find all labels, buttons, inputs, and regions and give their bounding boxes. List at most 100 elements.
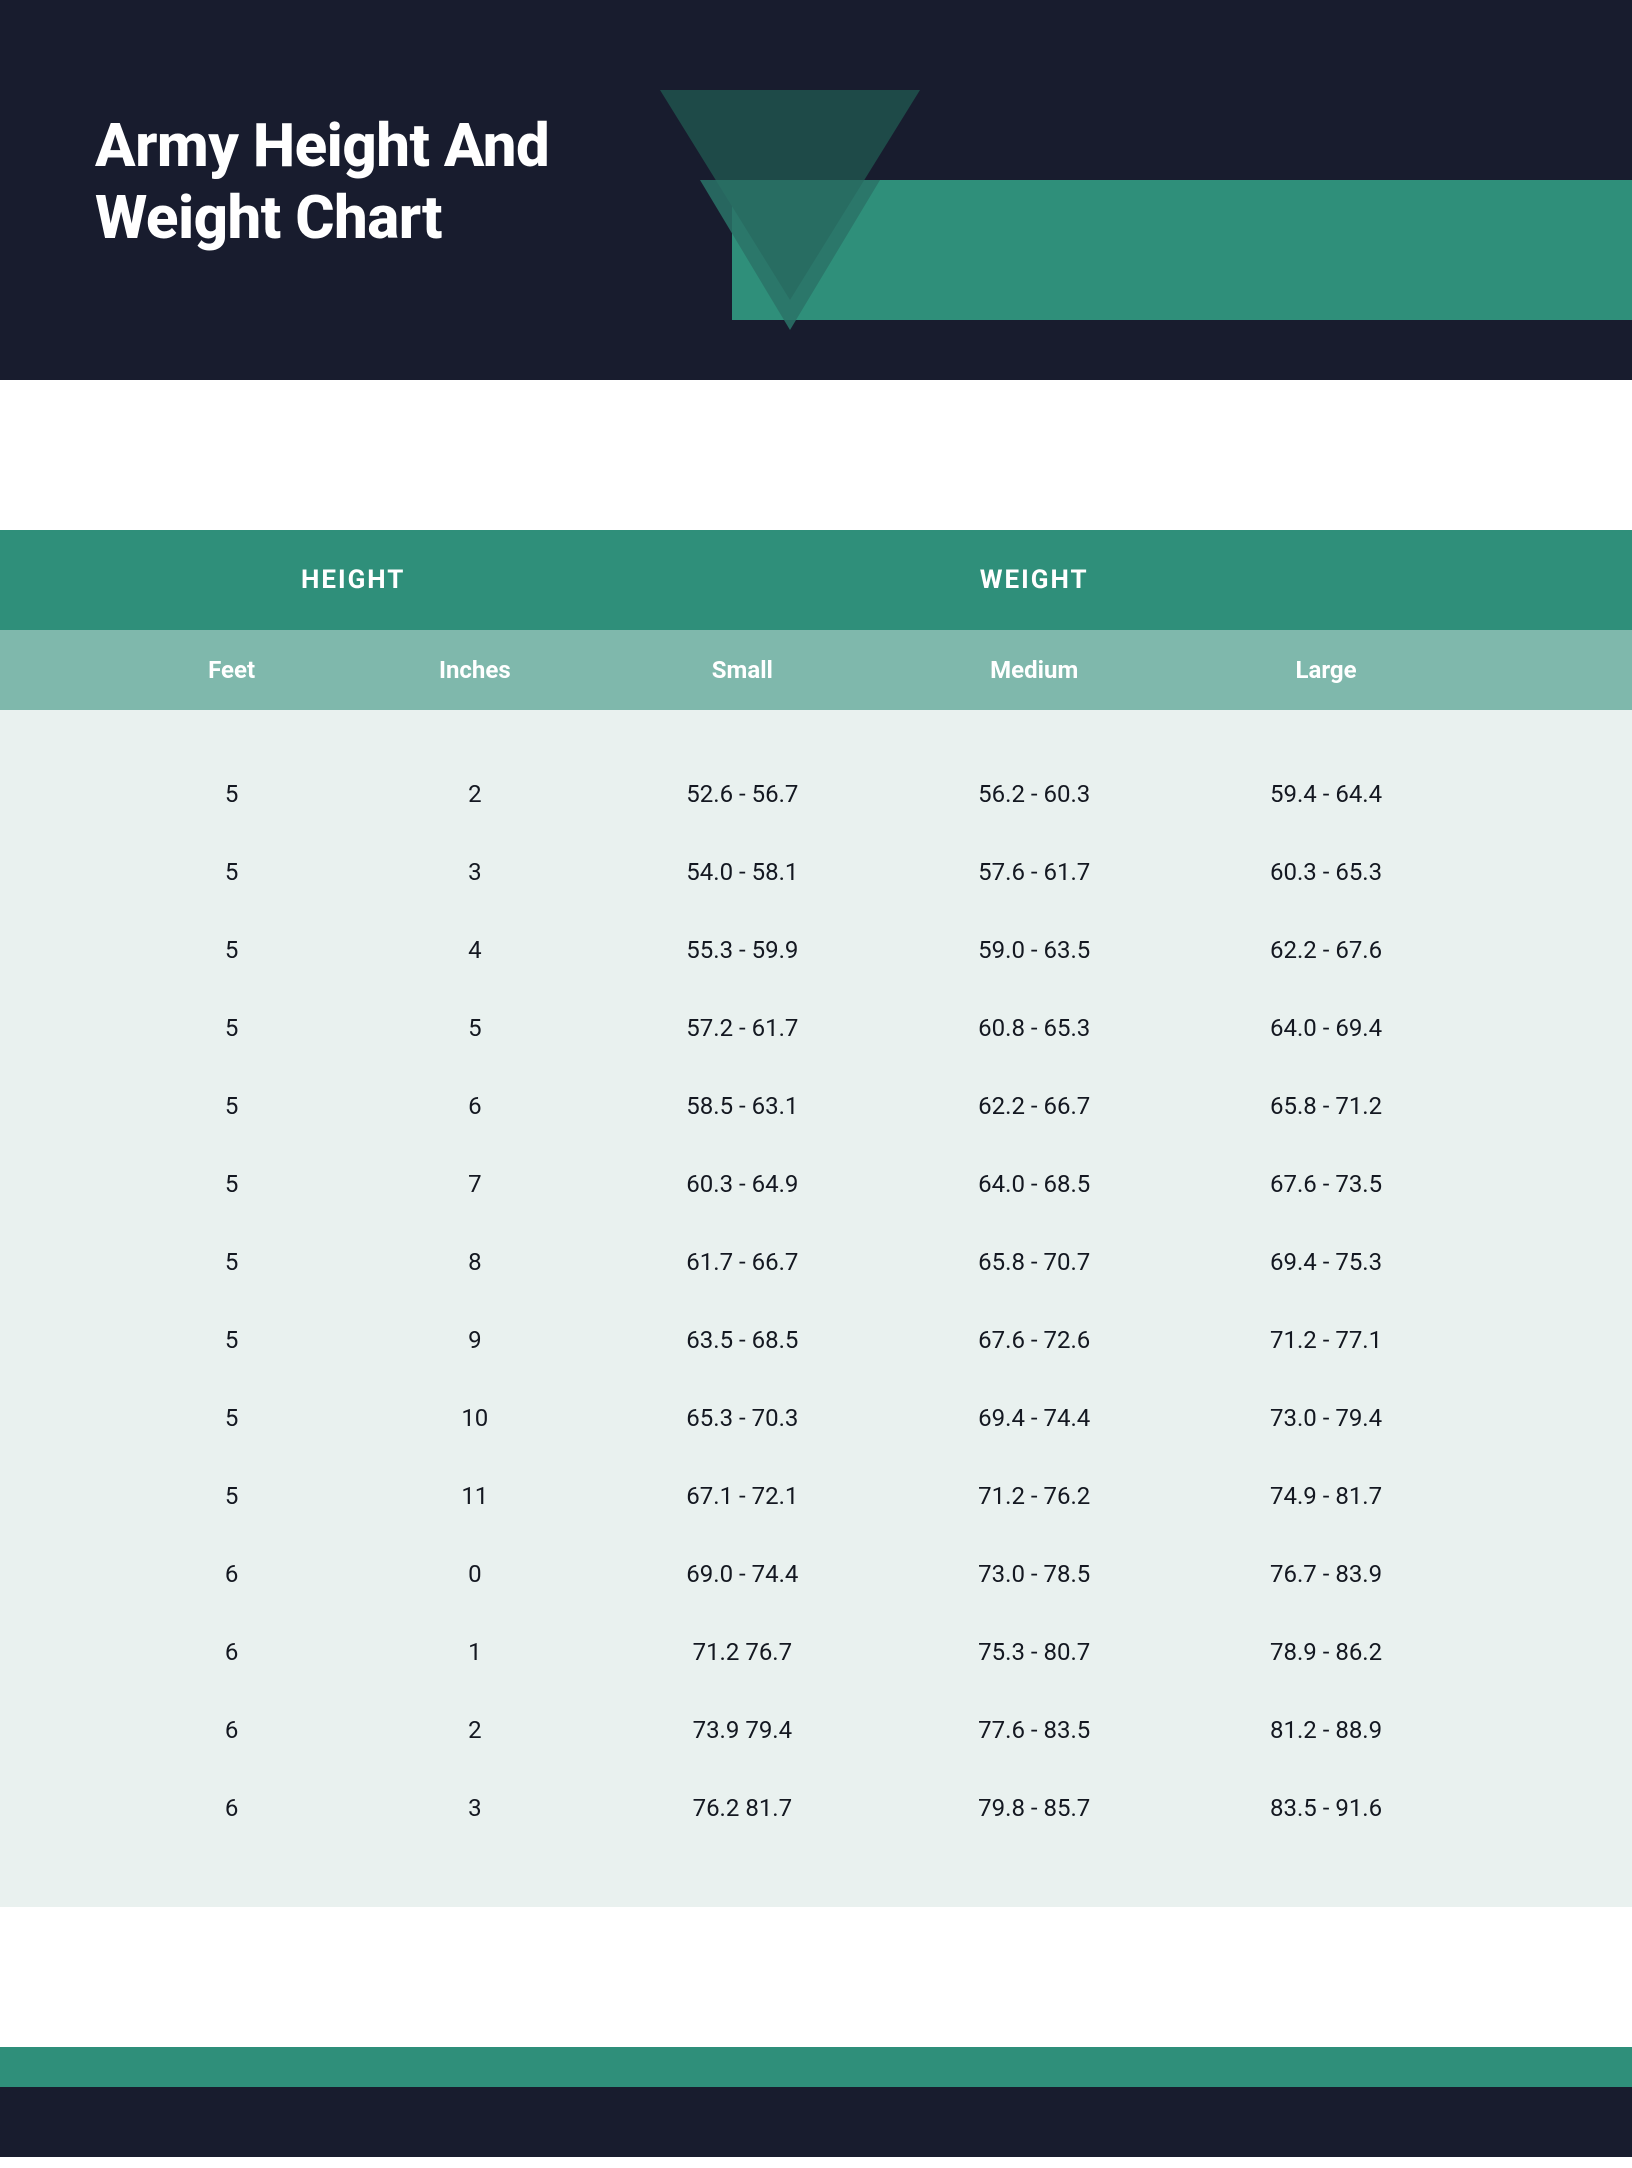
table-cell: 5: [353, 1014, 596, 1042]
table-row: 5861.7 - 66.765.8 - 70.769.4 - 75.3: [0, 1223, 1632, 1301]
table-cell: 77.6 - 83.5: [888, 1716, 1180, 1744]
table-cell: 5: [110, 936, 353, 964]
table-row: 5354.0 - 58.157.6 - 61.760.3 - 65.3: [0, 833, 1632, 911]
table-cell: 3: [353, 858, 596, 886]
table-cell: 57.6 - 61.7: [888, 858, 1180, 886]
table-cell: 61.7 - 66.7: [596, 1248, 888, 1276]
table-row: 6069.0 - 74.473.0 - 78.576.7 - 83.9: [0, 1535, 1632, 1613]
title-line-2: Weight Chart: [95, 182, 442, 253]
table-cell: 57.2 - 61.7: [596, 1014, 888, 1042]
table-cell: 59.4 - 64.4: [1180, 780, 1472, 808]
col-inches: Inches: [353, 656, 596, 684]
table-cell: 76.2 81.7: [596, 1794, 888, 1822]
table-row: 5557.2 - 61.760.8 - 65.364.0 - 69.4: [0, 989, 1632, 1067]
table-cell: 62.2 - 67.6: [1180, 936, 1472, 964]
table-cell: 55.3 - 59.9: [596, 936, 888, 964]
table-cell: 56.2 - 60.3: [888, 780, 1180, 808]
table-row: 6171.2 76.775.3 - 80.778.9 - 86.2: [0, 1613, 1632, 1691]
spacer: [0, 380, 1632, 530]
table-cell: 73.0 - 78.5: [888, 1560, 1180, 1588]
table-cell: 5: [110, 1014, 353, 1042]
table-row: 6273.9 79.477.6 - 83.581.2 - 88.9: [0, 1691, 1632, 1769]
table-cell: 79.8 - 85.7: [888, 1794, 1180, 1822]
table-cell: 5: [110, 1482, 353, 1510]
table-cell: 69.4 - 75.3: [1180, 1248, 1472, 1276]
table-cell: 73.0 - 79.4: [1180, 1404, 1472, 1432]
table-cell: 5: [110, 1404, 353, 1432]
table-cell: 69.0 - 74.4: [596, 1560, 888, 1588]
table-cell: 65.8 - 70.7: [888, 1248, 1180, 1276]
table-cell: 2: [353, 780, 596, 808]
table-cell: 3: [353, 1794, 596, 1822]
table-cell: 0: [353, 1560, 596, 1588]
table-cell: 63.5 - 68.5: [596, 1326, 888, 1354]
table-cell: 65.8 - 71.2: [1180, 1092, 1472, 1120]
table-cell: 5: [110, 1326, 353, 1354]
table-cell: 69.4 - 74.4: [888, 1404, 1180, 1432]
col-small: Small: [596, 656, 888, 684]
table-group-header: HEIGHT WEIGHT: [0, 530, 1632, 630]
table-cell: 6: [110, 1638, 353, 1666]
group-header-weight: WEIGHT: [596, 565, 1472, 595]
table-cell: 6: [353, 1092, 596, 1120]
page-header: Army Height And Weight Chart: [0, 0, 1632, 380]
col-feet: Feet: [110, 656, 353, 684]
table-cell: 78.9 - 86.2: [1180, 1638, 1472, 1666]
table-cell: 6: [110, 1794, 353, 1822]
table-cell: 64.0 - 68.5: [888, 1170, 1180, 1198]
table-cell: 4: [353, 936, 596, 964]
table-cell: 9: [353, 1326, 596, 1354]
col-large: Large: [1180, 656, 1472, 684]
table-cell: 83.5 - 91.6: [1180, 1794, 1472, 1822]
table-cell: 8: [353, 1248, 596, 1276]
table-cell: 11: [353, 1482, 596, 1510]
table-cell: 60.3 - 64.9: [596, 1170, 888, 1198]
table-cell: 5: [110, 1248, 353, 1276]
table-cell: 75.3 - 80.7: [888, 1638, 1180, 1666]
table-cell: 71.2 76.7: [596, 1638, 888, 1666]
table-cell: 10: [353, 1404, 596, 1432]
table-row: 51167.1 - 72.171.2 - 76.274.9 - 81.7: [0, 1457, 1632, 1535]
table-cell: 67.6 - 73.5: [1180, 1170, 1472, 1198]
page-title: Army Height And Weight Chart: [95, 110, 549, 254]
table-cell: 52.6 - 56.7: [596, 780, 888, 808]
table-cell: 67.1 - 72.1: [596, 1482, 888, 1510]
col-medium: Medium: [888, 656, 1180, 684]
table-row: 5658.5 - 63.162.2 - 66.765.8 - 71.2: [0, 1067, 1632, 1145]
table-cell: 5: [110, 858, 353, 886]
table-cell: 62.2 - 66.7: [888, 1092, 1180, 1120]
table-row: 51065.3 - 70.369.4 - 74.473.0 - 79.4: [0, 1379, 1632, 1457]
table-cell: 60.3 - 65.3: [1180, 858, 1472, 886]
table-cell: 5: [110, 1092, 353, 1120]
table-cell: 73.9 79.4: [596, 1716, 888, 1744]
table-cell: 64.0 - 69.4: [1180, 1014, 1472, 1042]
table-cell: 7: [353, 1170, 596, 1198]
height-weight-table: HEIGHT WEIGHT Feet Inches Small Medium L…: [0, 530, 1632, 1907]
table-cell: 2: [353, 1716, 596, 1744]
group-header-height: HEIGHT: [110, 565, 596, 595]
table-cell: 76.7 - 83.9: [1180, 1560, 1472, 1588]
table-cell: 59.0 - 63.5: [888, 936, 1180, 964]
table-cell: 71.2 - 77.1: [1180, 1326, 1472, 1354]
table-row: 5963.5 - 68.567.6 - 72.671.2 - 77.1: [0, 1301, 1632, 1379]
footer-dark: [0, 2087, 1632, 2157]
table-cell: 1: [353, 1638, 596, 1666]
table-row: 5252.6 - 56.756.2 - 60.359.4 - 64.4: [0, 755, 1632, 833]
table-cell: 6: [110, 1560, 353, 1588]
title-line-1: Army Height And: [95, 110, 549, 181]
table-cell: 71.2 - 76.2: [888, 1482, 1180, 1510]
table-cell: 67.6 - 72.6: [888, 1326, 1180, 1354]
table-row: 5760.3 - 64.964.0 - 68.567.6 - 73.5: [0, 1145, 1632, 1223]
table-cell: 81.2 - 88.9: [1180, 1716, 1472, 1744]
table-cell: 54.0 - 58.1: [596, 858, 888, 886]
table-cell: 58.5 - 63.1: [596, 1092, 888, 1120]
table-cell: 6: [110, 1716, 353, 1744]
table-cell: 5: [110, 1170, 353, 1198]
spacer: [0, 1907, 1632, 2047]
table-cell: 5: [110, 780, 353, 808]
table-row: 5455.3 - 59.959.0 - 63.562.2 - 67.6: [0, 911, 1632, 989]
table-sub-header: Feet Inches Small Medium Large: [0, 630, 1632, 710]
table-cell: 60.8 - 65.3: [888, 1014, 1180, 1042]
table-cell: 65.3 - 70.3: [596, 1404, 888, 1432]
table-cell: 74.9 - 81.7: [1180, 1482, 1472, 1510]
